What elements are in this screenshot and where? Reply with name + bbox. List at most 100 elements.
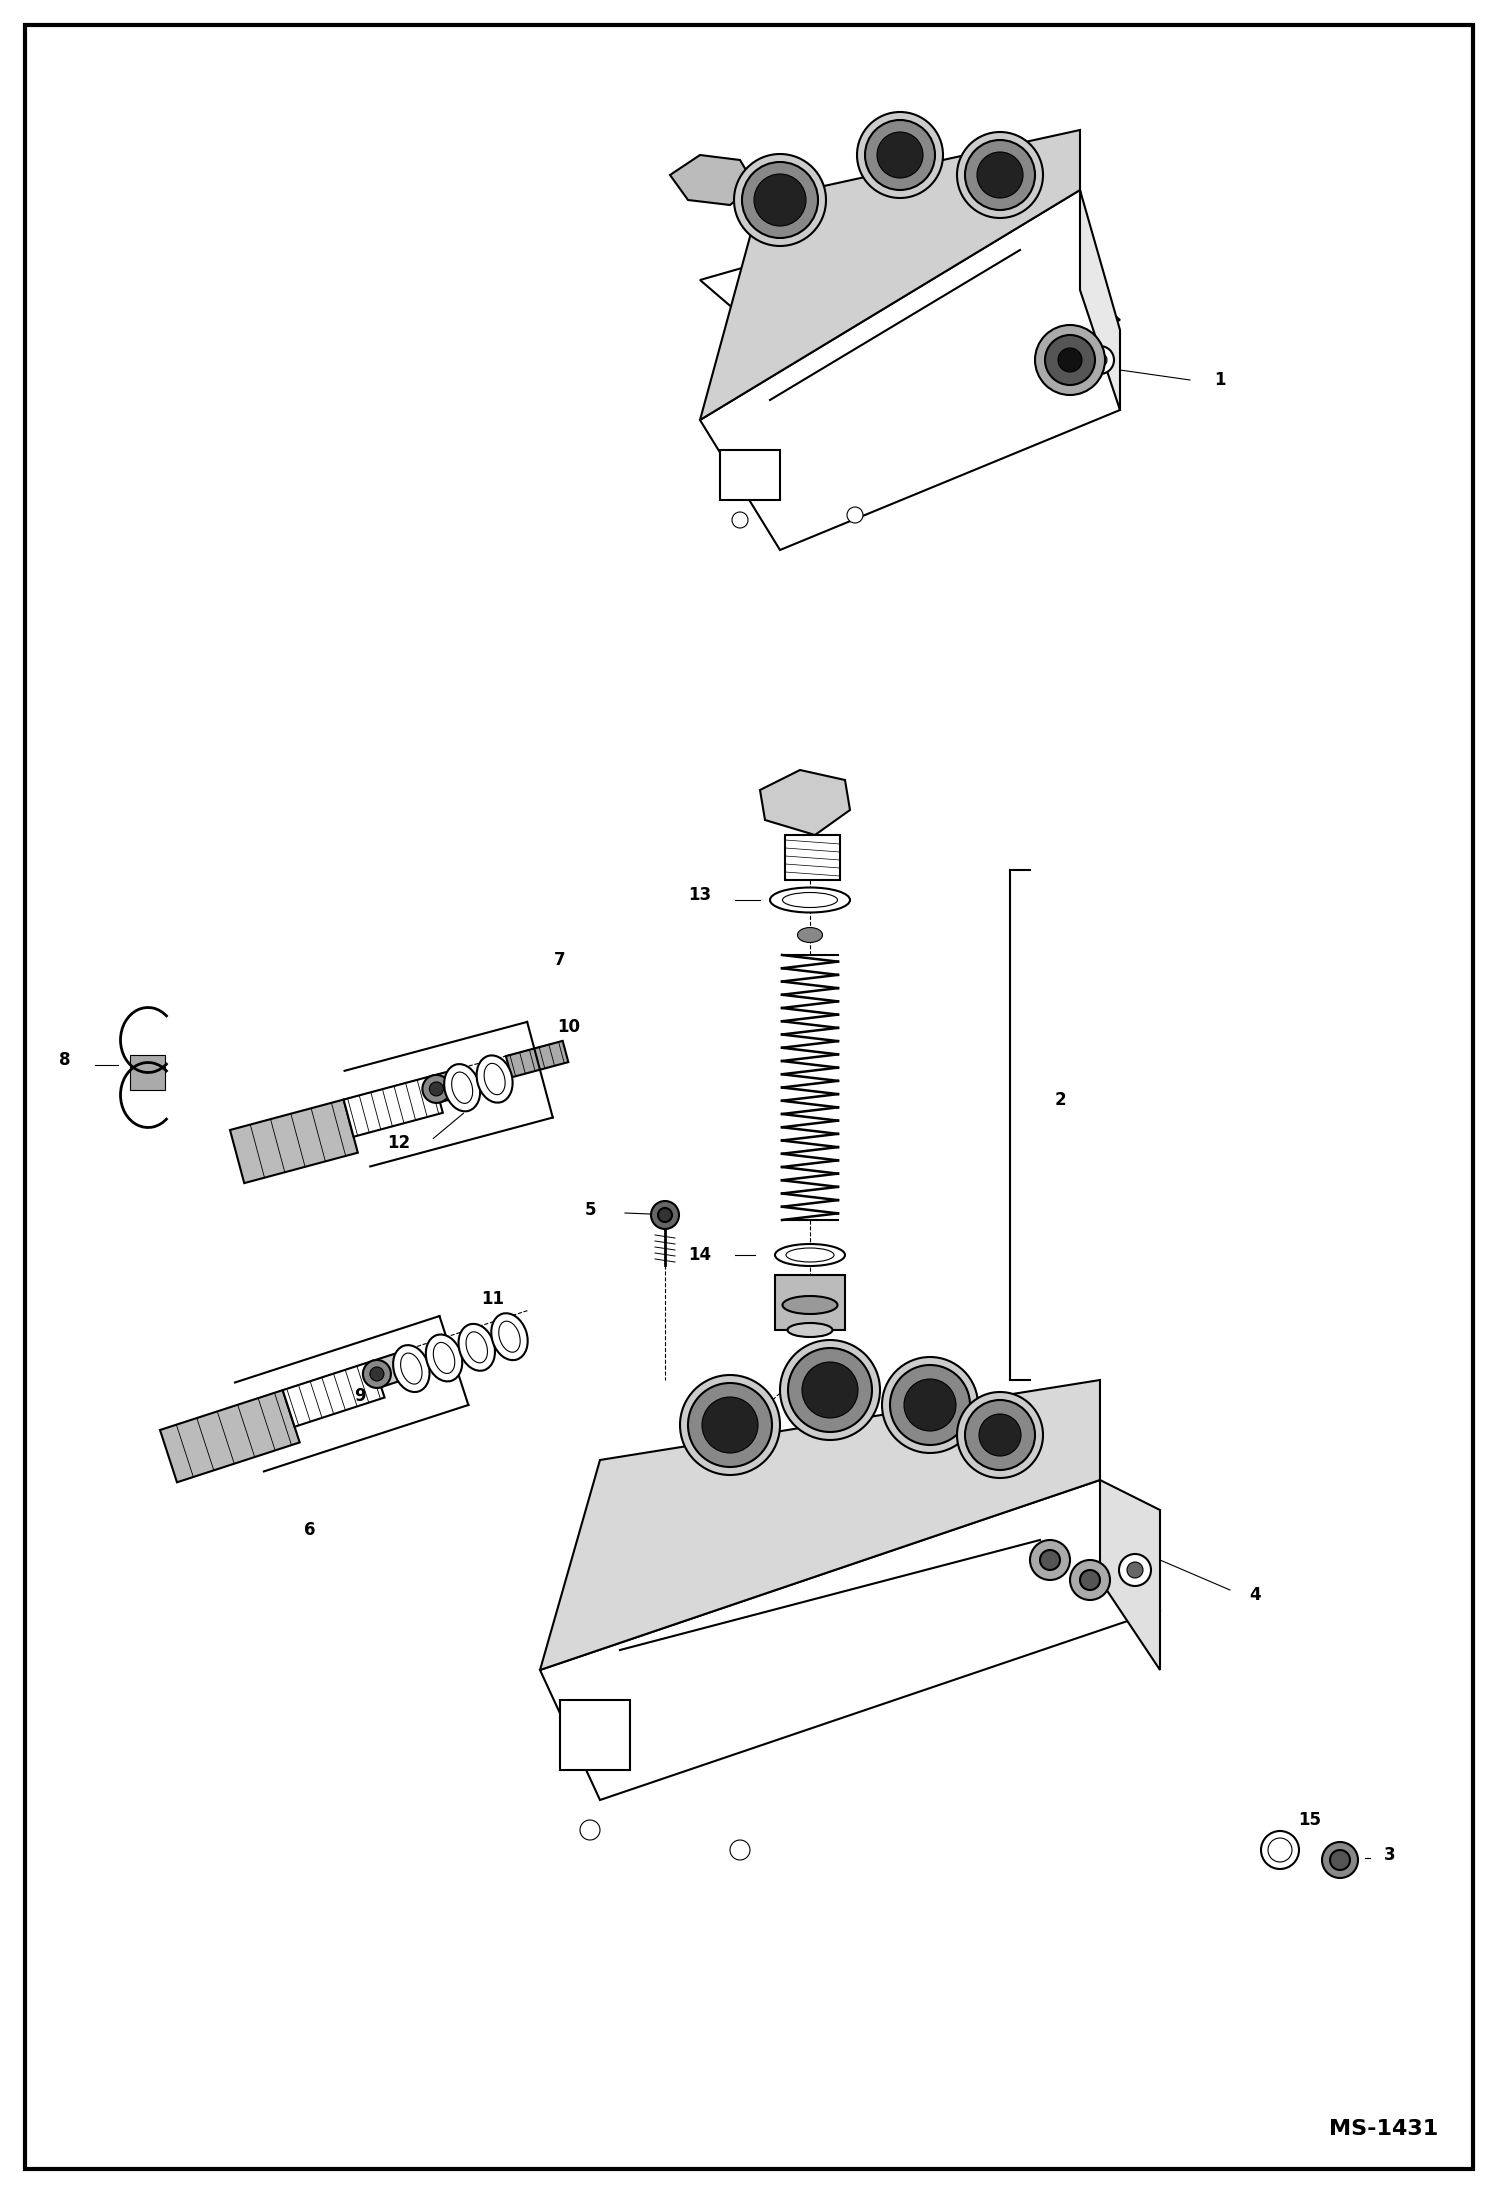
Ellipse shape <box>445 1064 481 1112</box>
Circle shape <box>742 162 818 237</box>
Circle shape <box>957 1391 1043 1479</box>
Text: 6: 6 <box>304 1520 316 1538</box>
Circle shape <box>422 1075 451 1104</box>
Polygon shape <box>1100 1481 1159 1670</box>
Circle shape <box>903 1380 956 1430</box>
Polygon shape <box>373 1354 406 1387</box>
Ellipse shape <box>452 1073 473 1104</box>
Circle shape <box>370 1367 383 1380</box>
Circle shape <box>1070 1560 1110 1599</box>
Text: MS-1431: MS-1431 <box>1329 2119 1438 2139</box>
Polygon shape <box>539 1481 1159 1799</box>
Bar <box>785 836 840 880</box>
Circle shape <box>882 1358 978 1452</box>
Polygon shape <box>160 1391 300 1483</box>
Text: 4: 4 <box>1249 1586 1261 1604</box>
Text: 14: 14 <box>689 1246 712 1264</box>
Ellipse shape <box>392 1345 430 1391</box>
Polygon shape <box>283 1360 385 1426</box>
Polygon shape <box>700 200 1121 399</box>
Circle shape <box>1323 1843 1359 1878</box>
Circle shape <box>1046 336 1095 384</box>
Polygon shape <box>130 1055 165 1090</box>
Circle shape <box>733 511 748 529</box>
Circle shape <box>652 1200 679 1229</box>
Circle shape <box>1330 1850 1350 1869</box>
Text: 13: 13 <box>689 886 712 904</box>
Circle shape <box>680 1376 780 1474</box>
Text: 11: 11 <box>481 1290 505 1308</box>
Ellipse shape <box>425 1334 463 1382</box>
Text: 2: 2 <box>1055 1090 1065 1108</box>
Circle shape <box>876 132 923 178</box>
Polygon shape <box>1080 191 1121 410</box>
Text: 1: 1 <box>1215 371 1225 388</box>
Ellipse shape <box>770 889 849 913</box>
Ellipse shape <box>774 1244 845 1266</box>
Ellipse shape <box>1261 1832 1299 1869</box>
Ellipse shape <box>786 1248 834 1262</box>
Circle shape <box>1126 1562 1143 1577</box>
Text: 15: 15 <box>1299 1810 1321 1830</box>
Circle shape <box>580 1821 601 1841</box>
Circle shape <box>857 112 944 197</box>
Circle shape <box>957 132 1043 217</box>
Circle shape <box>965 140 1035 211</box>
Text: 7: 7 <box>554 950 566 970</box>
Polygon shape <box>700 129 1080 419</box>
Ellipse shape <box>788 1323 833 1336</box>
Text: 8: 8 <box>60 1051 70 1068</box>
Circle shape <box>1031 1540 1070 1580</box>
Circle shape <box>965 1400 1035 1470</box>
Polygon shape <box>560 1700 631 1771</box>
Circle shape <box>977 151 1023 197</box>
Ellipse shape <box>458 1323 494 1371</box>
Ellipse shape <box>491 1314 527 1360</box>
Circle shape <box>1080 1571 1100 1591</box>
Circle shape <box>980 1413 1022 1457</box>
Circle shape <box>864 121 935 191</box>
Ellipse shape <box>499 1321 520 1352</box>
Polygon shape <box>700 191 1121 551</box>
Ellipse shape <box>466 1332 487 1362</box>
Circle shape <box>658 1209 673 1222</box>
Ellipse shape <box>484 1064 505 1095</box>
Ellipse shape <box>797 928 822 943</box>
Circle shape <box>363 1360 391 1389</box>
Polygon shape <box>539 1380 1100 1670</box>
Ellipse shape <box>1267 1839 1291 1863</box>
Circle shape <box>688 1382 771 1468</box>
Polygon shape <box>343 1075 443 1136</box>
Circle shape <box>734 154 825 246</box>
Circle shape <box>1058 349 1082 373</box>
Ellipse shape <box>782 893 837 908</box>
Polygon shape <box>433 1071 460 1101</box>
Circle shape <box>1094 353 1107 366</box>
Text: 3: 3 <box>1384 1845 1396 1865</box>
Bar <box>774 1275 845 1330</box>
Circle shape <box>753 173 806 226</box>
Circle shape <box>780 1341 879 1439</box>
Ellipse shape <box>400 1354 422 1384</box>
Ellipse shape <box>433 1343 455 1373</box>
Circle shape <box>1086 347 1115 373</box>
Polygon shape <box>506 1040 568 1077</box>
Circle shape <box>890 1365 971 1446</box>
Circle shape <box>1119 1553 1150 1586</box>
Text: 5: 5 <box>584 1200 596 1220</box>
Polygon shape <box>721 450 780 500</box>
Circle shape <box>1035 325 1106 395</box>
Circle shape <box>730 1841 750 1861</box>
Circle shape <box>703 1398 758 1452</box>
Text: 12: 12 <box>386 1134 410 1152</box>
Polygon shape <box>670 156 755 204</box>
Circle shape <box>430 1082 443 1097</box>
Polygon shape <box>231 1099 358 1183</box>
Circle shape <box>1040 1549 1061 1571</box>
Polygon shape <box>759 770 849 836</box>
Circle shape <box>801 1362 858 1417</box>
Circle shape <box>788 1347 872 1433</box>
Text: 9: 9 <box>354 1387 366 1404</box>
Text: 10: 10 <box>557 1018 580 1036</box>
Circle shape <box>846 507 863 522</box>
